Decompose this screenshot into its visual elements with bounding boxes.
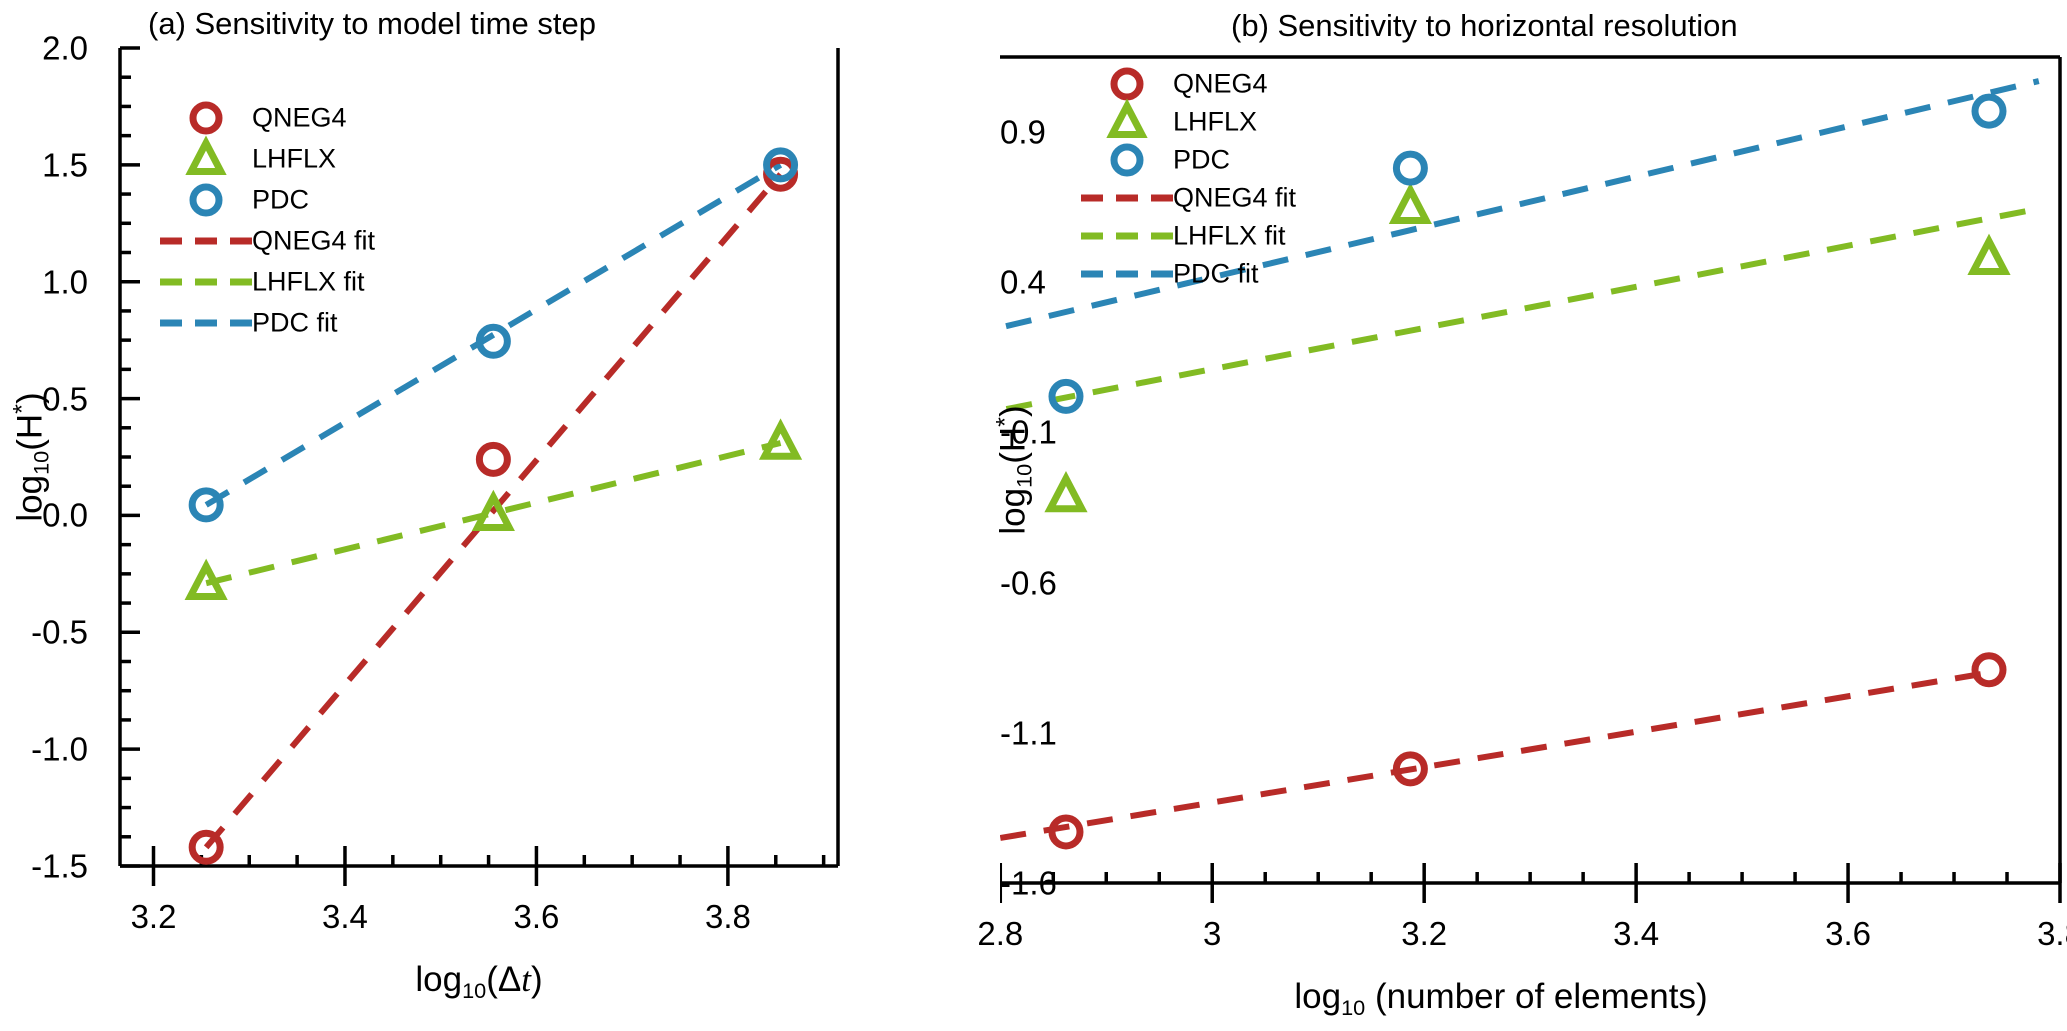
y-tick-label: 0.0 (42, 496, 88, 534)
y-tick-label: -1.1 (1000, 714, 1057, 752)
y-tick-label: 1.0 (42, 263, 88, 301)
legend-entry-label: PDC fit (252, 307, 338, 338)
panel-b-y-axis-title: log10(H*) (991, 405, 1036, 535)
legend-entry-label: QNEG4 fit (1173, 182, 1297, 213)
y-tick-label: -1.5 (31, 847, 88, 885)
y-tick-label: 2.0 (42, 29, 88, 67)
legend-entry-label: QNEG4 (1173, 68, 1268, 99)
x-tick-label: 2.8 (977, 915, 1024, 952)
panel-b-plot-canvas (1000, 55, 2062, 903)
y-tick-label: 0.9 (1000, 113, 1046, 151)
legend-entry-label: QNEG4 (252, 102, 347, 133)
y-tick-label: -1.0 (31, 730, 88, 768)
legend-entry-label: PDC fit (1173, 258, 1259, 289)
y-tick-label: -0.1 (1000, 413, 1057, 451)
legend-entry-label: PDC (1173, 144, 1231, 175)
panel-b-x-axis-title: log10 (number of elements) (1294, 977, 1708, 1020)
legend-entry-label: QNEG4 fit (252, 225, 376, 256)
panel-a-time-step: (a) Sensitivity to model time step 2.0 1.… (0, 0, 1000, 1031)
x-tick-label: 3.4 (1613, 915, 1660, 952)
panel-b-title: (b) Sensitivity to horizontal resolution (1231, 8, 1738, 43)
x-tick-label: 3.2 (1401, 915, 1448, 952)
y-tick-label: 0.4 (1000, 263, 1046, 301)
x-tick-label: 3.6 (513, 898, 560, 935)
panel-a-y-axis-title: log10(H*) (8, 392, 53, 522)
panel-a-x-axis-title: log10(Δt) (415, 960, 543, 1003)
panel-a-title: (a) Sensitivity to model time step (148, 6, 596, 41)
x-tick-label: 3.8 (2037, 915, 2067, 952)
legend-entry-label: LHFLX fit (252, 266, 365, 297)
x-tick-label: 3.6 (1825, 915, 1871, 952)
x-tick-label: 3.4 (322, 898, 368, 935)
legend-entry-label: LHFLX (1173, 106, 1258, 137)
y-tick-label: -0.5 (31, 613, 88, 651)
panel-b-horizontal-resolution: (b) Sensitivity to horizontal resolution… (977, 0, 2067, 1031)
x-tick-label: 3 (1203, 915, 1222, 952)
y-tick-label: -1.6 (1000, 864, 1057, 902)
y-tick-label: 1.5 (42, 146, 88, 184)
y-tick-label: -0.6 (1000, 564, 1057, 602)
y-tick-label: 0.5 (42, 380, 88, 418)
x-tick-label: 3.2 (130, 898, 177, 935)
legend-entry-label: LHFLX fit (1173, 220, 1286, 251)
x-tick-label: 3.8 (704, 898, 751, 935)
legend-entry-label: PDC (252, 184, 310, 215)
panel-a-plot-canvas (118, 46, 840, 886)
legend-entry-label: LHFLX (252, 143, 337, 174)
